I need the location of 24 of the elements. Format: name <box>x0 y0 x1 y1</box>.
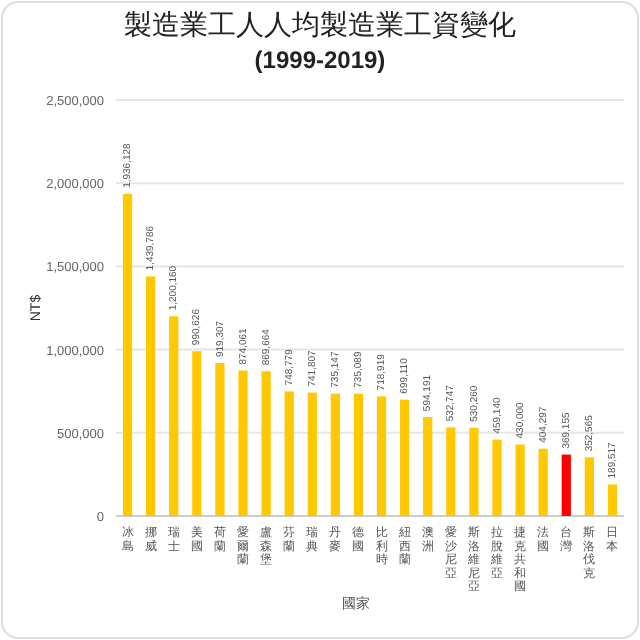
bar <box>238 370 248 516</box>
bar <box>284 391 294 516</box>
bar <box>122 193 133 516</box>
bar <box>515 444 525 516</box>
bar <box>538 448 548 516</box>
bar <box>169 316 179 516</box>
bar <box>469 427 479 516</box>
bar <box>400 399 410 516</box>
bar <box>261 371 271 516</box>
bar <box>376 396 387 516</box>
chart-title: 製造業工人人均製造業工資變化 <box>124 8 516 40</box>
bar <box>215 363 225 516</box>
bar <box>330 393 340 516</box>
bar <box>192 351 202 516</box>
bar <box>146 276 156 516</box>
bar <box>492 439 502 516</box>
bar <box>423 417 433 516</box>
bar <box>353 393 364 516</box>
bar <box>607 484 618 516</box>
bar <box>584 457 594 516</box>
chart-subtitle: (1999-2019) <box>254 46 386 74</box>
bar <box>561 454 571 516</box>
bar <box>307 392 317 516</box>
bar <box>446 427 456 516</box>
